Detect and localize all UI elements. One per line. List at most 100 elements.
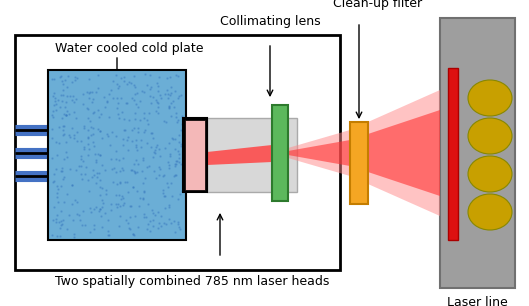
Point xyxy=(130,170,139,175)
Point xyxy=(84,90,93,95)
Point xyxy=(155,221,163,226)
Point xyxy=(71,116,80,121)
Point xyxy=(96,177,105,182)
Point xyxy=(149,95,157,99)
Point xyxy=(130,97,139,102)
Point xyxy=(84,128,93,133)
Point xyxy=(72,75,81,80)
Point xyxy=(129,231,138,236)
Point xyxy=(49,94,57,99)
Point xyxy=(68,182,77,187)
Point xyxy=(164,159,172,164)
Point xyxy=(103,133,112,138)
Point xyxy=(62,155,71,159)
Point xyxy=(172,111,181,116)
Point xyxy=(125,226,133,231)
Point xyxy=(57,222,65,227)
Point xyxy=(98,205,107,210)
Point xyxy=(94,151,103,156)
Point xyxy=(85,95,94,100)
Point xyxy=(92,158,100,163)
Point xyxy=(133,91,141,96)
Point xyxy=(107,208,115,213)
Point xyxy=(146,87,154,92)
Point xyxy=(89,144,98,149)
Point xyxy=(152,98,160,103)
Text: Clean-up filter: Clean-up filter xyxy=(333,0,423,10)
Point xyxy=(58,165,66,170)
Point xyxy=(60,105,69,110)
Point xyxy=(135,117,144,122)
Point xyxy=(144,164,153,169)
Point xyxy=(96,112,105,117)
Point xyxy=(175,139,183,144)
Point xyxy=(139,197,147,202)
Point xyxy=(84,177,93,182)
Point xyxy=(167,221,175,226)
Point xyxy=(98,186,106,191)
Point xyxy=(69,93,78,98)
Point xyxy=(153,142,161,147)
Point xyxy=(48,233,57,238)
Point xyxy=(113,182,122,187)
Point xyxy=(60,123,69,128)
Bar xyxy=(440,18,515,288)
Point xyxy=(133,189,141,194)
Point xyxy=(116,180,124,185)
Point xyxy=(130,125,138,130)
Point xyxy=(168,193,176,198)
Point xyxy=(75,213,83,218)
Point xyxy=(90,207,98,212)
Point xyxy=(123,180,131,185)
Point xyxy=(115,158,124,163)
Point xyxy=(84,115,92,120)
Bar xyxy=(48,70,186,240)
Point xyxy=(144,202,152,207)
Point xyxy=(123,81,131,86)
Point xyxy=(162,76,171,81)
Point xyxy=(164,96,172,101)
Point xyxy=(108,166,117,171)
Point xyxy=(89,96,97,101)
Point xyxy=(170,230,179,234)
Point xyxy=(90,110,98,115)
Point xyxy=(60,132,69,137)
Point xyxy=(151,213,160,218)
Point xyxy=(85,77,94,82)
Point xyxy=(167,181,175,186)
Point xyxy=(84,136,92,141)
Point xyxy=(95,129,104,134)
Point xyxy=(157,95,166,100)
Point xyxy=(70,232,78,237)
Point xyxy=(59,124,68,129)
Point xyxy=(153,80,161,85)
Point xyxy=(66,135,74,140)
Bar xyxy=(15,35,340,270)
Point xyxy=(62,84,71,89)
Point xyxy=(62,113,70,118)
Point xyxy=(152,108,161,113)
Point xyxy=(147,130,156,135)
Point xyxy=(59,127,68,132)
Point xyxy=(61,77,69,82)
Point xyxy=(139,156,147,161)
Point xyxy=(174,197,183,202)
Point xyxy=(171,136,179,141)
Point xyxy=(143,226,151,231)
Point xyxy=(76,217,85,222)
Point xyxy=(149,223,157,228)
Point xyxy=(171,147,179,151)
Point xyxy=(137,138,145,143)
Point xyxy=(146,94,154,99)
Point xyxy=(165,105,174,110)
Point xyxy=(172,114,180,119)
Point xyxy=(118,136,127,141)
Point xyxy=(128,95,136,100)
Point xyxy=(160,194,168,199)
Point xyxy=(69,234,78,239)
Point xyxy=(83,89,91,94)
Point xyxy=(133,148,141,153)
Point xyxy=(80,123,88,128)
Point xyxy=(142,215,151,219)
Point xyxy=(65,212,74,217)
